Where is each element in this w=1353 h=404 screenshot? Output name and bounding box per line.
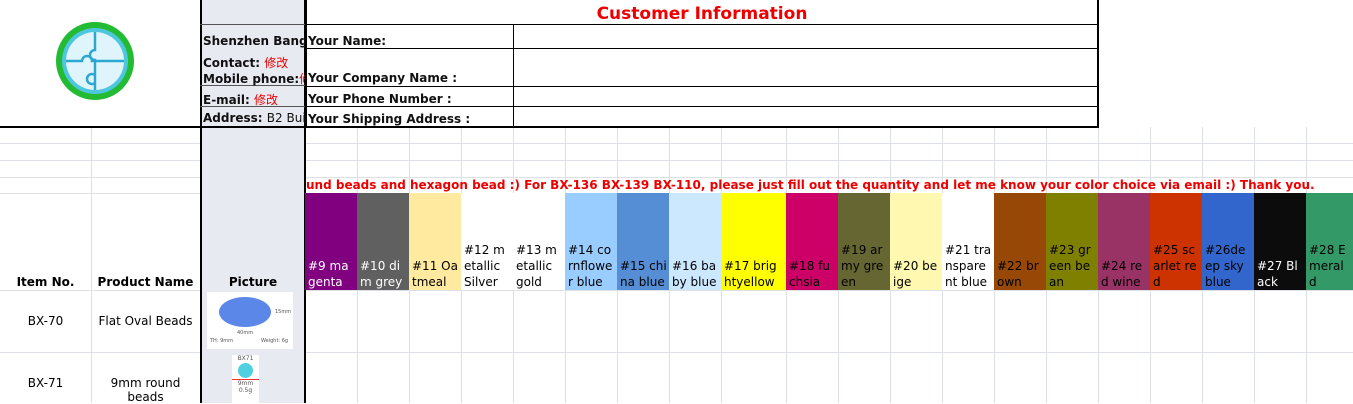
color-label: #27 Black (1257, 259, 1298, 289)
your-phone-input[interactable] (514, 87, 1097, 106)
color-swatch-header: #28 Emerald (1306, 193, 1353, 290)
color-label: #23 green bean (1049, 243, 1091, 289)
color-swatch-header: #27 Black (1254, 193, 1306, 290)
row-item-no: BX-71 (27, 376, 64, 390)
caption-weight: 0.5g (238, 387, 253, 394)
caption-thickness: TH: 9mm (210, 338, 234, 344)
gridline (0, 143, 1353, 144)
color-swatch-header: #12 metallic Silver (461, 193, 513, 290)
color-label: #17 brightyellow (724, 259, 777, 289)
color-label: #19 army green (841, 243, 884, 289)
color-swatch-header: #23 green bean (1046, 193, 1098, 290)
logo-puzzle-icon (54, 20, 136, 102)
your-company-input[interactable] (514, 49, 1097, 86)
header-picture: Picture (228, 275, 278, 289)
address-value: B2 Build (266, 111, 305, 125)
color-label: #13 metallic gold (516, 243, 557, 289)
email-value: 修改 (254, 93, 279, 107)
color-label: #10 dim grey (360, 259, 403, 289)
seller-email: E-mail: 修改 (203, 91, 305, 108)
caption-size: 9mm (232, 379, 259, 387)
header-item-no: Item No. (16, 275, 75, 289)
color-label: #25 scarlet red (1153, 243, 1197, 289)
seller-company: Shenzhen Bangx (203, 34, 305, 48)
your-company-label: Your Company Name : (308, 71, 458, 85)
gridline (0, 290, 1353, 291)
your-address-label: Your Shipping Address : (308, 112, 471, 126)
color-label: #11 Oatmeal (412, 259, 458, 289)
color-label: #20 beige (893, 259, 938, 289)
color-swatch-header: #18 fuchsia (786, 193, 838, 290)
color-swatch-header: #15 china blue (617, 193, 669, 290)
your-name-label: Your Name: (308, 34, 387, 48)
color-label: #22 brown (997, 259, 1039, 289)
color-label: #26deep sky blue (1205, 243, 1246, 289)
row-item-no: BX-70 (27, 314, 64, 328)
round-bead-image: BX71 9mm 0.5g (232, 355, 259, 403)
row-product-name: Flat Oval Beads (98, 314, 193, 328)
color-label: #15 china blue (620, 259, 667, 289)
mobile-value: 修改 (299, 72, 305, 86)
color-swatch-header: #26deep sky blue (1202, 193, 1254, 290)
caption-weight: Weight: 6g (261, 338, 289, 344)
header-product-name: Product Name (97, 275, 194, 289)
caption-height: 15mm (275, 309, 292, 315)
color-swatch-header: #10 dim grey (357, 193, 409, 290)
mobile-label: Mobile phone: (203, 72, 300, 86)
color-label: #14 cornflower blue (568, 243, 613, 289)
caption-width: 40mm (237, 330, 254, 336)
gridline (91, 127, 92, 403)
color-label: #9 magenta (308, 259, 349, 289)
color-swatch-header: #17 brightyellow (721, 193, 786, 290)
notice-text: und beads and hexagon bead :) For BX-136… (306, 178, 1315, 192)
color-swatch-header: #22 brown (994, 193, 1046, 290)
color-swatch-header: #24 red wine (1098, 193, 1150, 290)
color-swatch-header: #20 beige (890, 193, 942, 290)
color-swatch-header: #19 army green (838, 193, 890, 290)
gridline (0, 177, 1353, 178)
flat-oval-bead-image: 15mm 40mm TH: 9mm Weight: 6g (207, 292, 293, 349)
address-label: Address: (203, 111, 263, 125)
color-swatch-header: #25 scarlet red (1150, 193, 1202, 290)
color-label: #24 red wine (1101, 259, 1143, 289)
caption-code: BX71 (237, 355, 254, 362)
color-label: #28 Emerald (1309, 243, 1346, 289)
color-label: #21 transparent blue (945, 243, 992, 289)
your-name-input[interactable] (514, 25, 1097, 48)
color-label: #18 fuchsia (789, 259, 830, 289)
seller-address: Address: B2 Build (203, 111, 305, 125)
color-swatch-header: #9 magenta (305, 193, 357, 290)
seller-mobile: Mobile phone:修改 (203, 70, 305, 87)
color-swatch-header: #14 cornflower blue (565, 193, 617, 290)
color-swatch-header: #11 Oatmeal (409, 193, 461, 290)
contact-label: Contact: (203, 56, 261, 70)
your-phone-label: Your Phone Number : (308, 92, 452, 106)
contact-value: 修改 (264, 56, 289, 70)
email-label: E-mail: (203, 93, 250, 107)
gridline (0, 352, 1353, 353)
color-label: #12 metallic Silver (464, 243, 505, 289)
color-label: #16 baby blue (672, 259, 717, 289)
gridline (0, 160, 1353, 161)
customer-info-title: Customer Information (596, 4, 808, 24)
seller-contact: Contact: 修改 (203, 54, 305, 71)
color-swatch-header: #16 baby blue (669, 193, 721, 290)
color-swatch-header: #21 transparent blue (942, 193, 994, 290)
row-product-name: 9mm round beads (110, 376, 181, 404)
color-swatch-header: #13 metallic gold (513, 193, 565, 290)
your-address-input[interactable] (514, 107, 1097, 126)
